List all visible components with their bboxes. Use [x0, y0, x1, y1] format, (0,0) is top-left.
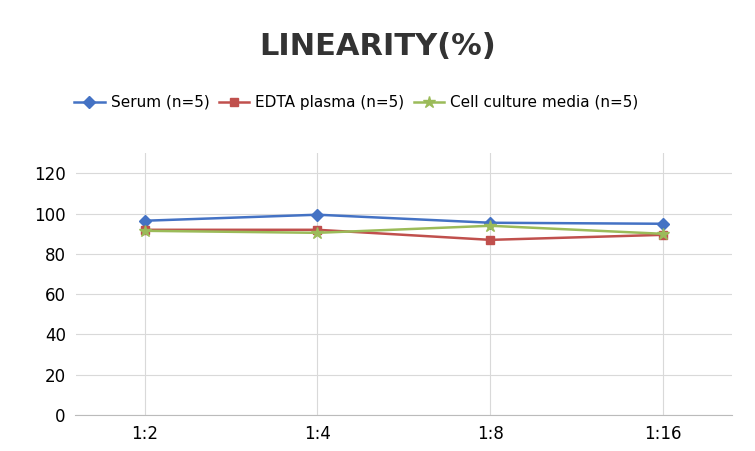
Cell culture media (n=5) [313, 230, 322, 235]
Cell culture media (n=5) [485, 223, 495, 229]
Serum (n=5) [140, 218, 149, 223]
Line: Cell culture media (n=5): Cell culture media (n=5) [138, 220, 670, 240]
Cell culture media (n=5) [658, 231, 667, 236]
Line: EDTA plasma (n=5): EDTA plasma (n=5) [140, 226, 667, 244]
EDTA plasma (n=5) [485, 237, 495, 243]
Serum (n=5) [658, 221, 667, 226]
Serum (n=5) [485, 220, 495, 226]
EDTA plasma (n=5) [140, 227, 149, 233]
Text: LINEARITY(%): LINEARITY(%) [259, 32, 496, 60]
Line: Serum (n=5): Serum (n=5) [140, 211, 667, 228]
EDTA plasma (n=5) [313, 227, 322, 233]
EDTA plasma (n=5) [658, 232, 667, 238]
Serum (n=5) [313, 212, 322, 217]
Legend: Serum (n=5), EDTA plasma (n=5), Cell culture media (n=5): Serum (n=5), EDTA plasma (n=5), Cell cul… [68, 89, 645, 116]
Cell culture media (n=5) [140, 228, 149, 234]
